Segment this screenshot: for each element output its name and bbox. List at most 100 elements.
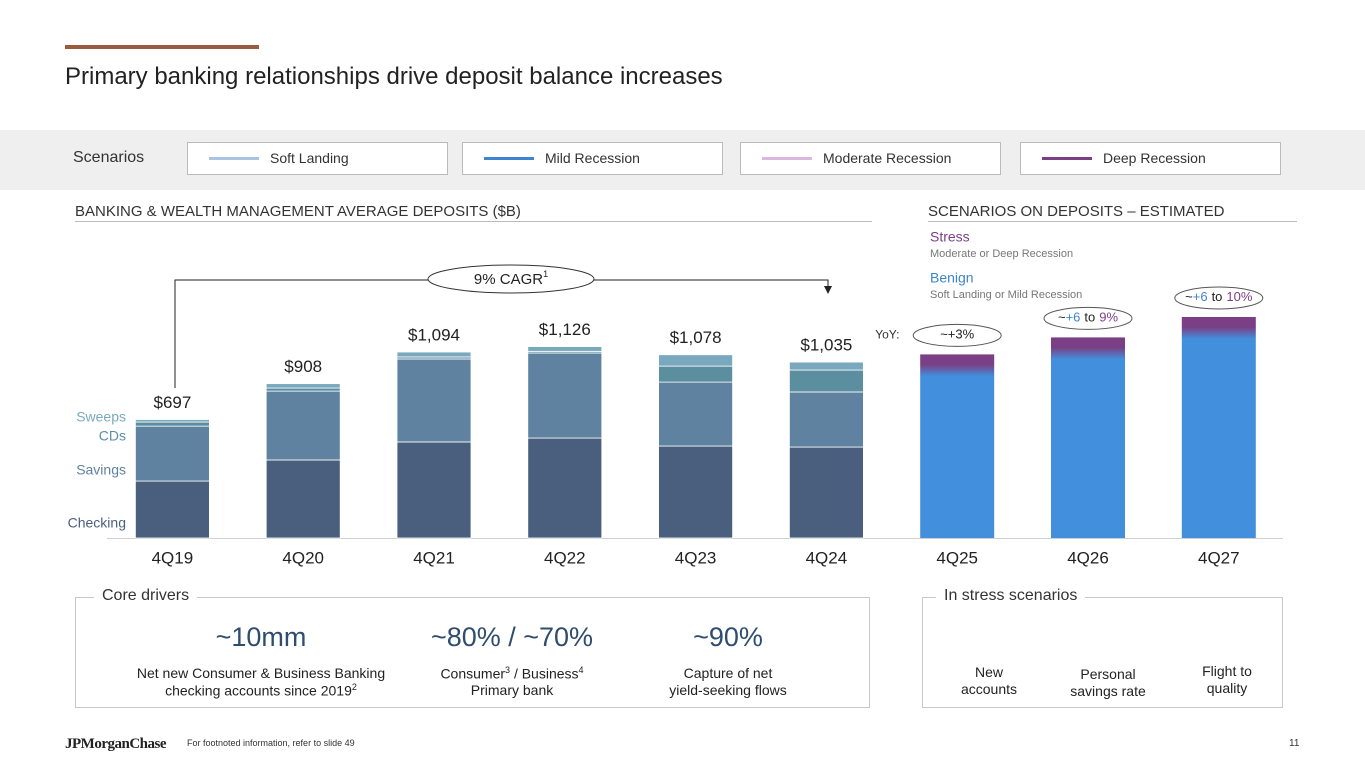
yoy-part: ~+3% [940,327,974,342]
legend-label: Soft Landing [270,150,349,166]
accent-bar [65,45,259,49]
total-label: $697 [153,393,191,412]
key-description: Soft Landing or Mild Recession [930,289,1082,301]
core-drivers-box [75,597,870,708]
cagr-ellipse [427,264,595,294]
x-tick-label: 4Q21 [413,548,455,567]
driver-text: checking accounts since 20192 [165,682,357,699]
yoy-part: to [1212,289,1223,304]
yoy-part: to [1084,310,1095,325]
yoy-part: +6 [1193,289,1208,304]
stress-label: savings rate [1070,683,1146,699]
projection-bar [1181,317,1256,538]
bar-segment [658,365,733,383]
yoy-label: ~+6 to 10% [1185,289,1253,304]
projection-bar [1051,337,1125,538]
text-run: yield-seeking flows [669,682,787,698]
cagr-arrow [824,286,832,294]
footnote: For footnoted information, refer to slid… [187,738,355,748]
yoy-label: ~+3% [940,327,974,342]
bar-segment [265,387,341,392]
series-label: Sweeps [76,409,126,425]
bar-segment [396,441,472,539]
stress-box [922,597,1283,708]
text-run: Net new Consumer & Business Banking [136,665,386,681]
box-title: Core drivers [94,587,198,605]
yoy-part: 9% [1099,310,1118,325]
logo: JPMorganChase [65,736,167,752]
driver-text: Capture of net [684,665,773,681]
slide-title: Primary banking relationships drive depo… [65,63,723,90]
legend-swatch [762,157,812,160]
yoy-prefix: YoY: [875,328,899,342]
total-label: $908 [284,357,322,376]
cagr-sup: 1 [543,269,548,279]
stress-label: New [974,664,1004,680]
bar-segment [134,419,210,423]
total-label: $1,035 [800,336,852,355]
box-title: In stress scenarios [936,587,1086,605]
driver-text: yield-seeking flows [669,682,787,698]
bar-segment [265,459,341,539]
yoy-ellipse [912,323,1002,347]
legend-swatch [484,157,534,160]
legend-swatch [209,157,259,160]
bar-segment [396,351,472,358]
driver-value: ~10mm [215,622,307,652]
series-label: CDs [99,428,126,444]
footnote-ref: 4 [578,665,584,675]
text-run: Capture of net [683,665,773,681]
series-label: Checking [68,515,126,531]
total-label: $1,126 [539,320,591,339]
stress-label: Flight to [1202,663,1252,679]
x-tick-label: 4Q24 [806,548,848,567]
scenario-label: Scenarios [73,149,145,166]
bar-segment [527,437,603,539]
driver-value: ~80% / ~70% [430,622,594,652]
scenario-item: Deep Recession [1020,142,1281,175]
bar-segment [658,445,733,539]
bar-segment [134,480,210,539]
bar-segment [658,354,733,367]
page-number: 11 [1289,738,1300,749]
bar-segment [134,425,210,482]
bar-segment [396,358,472,443]
total-label: $1,094 [408,326,460,345]
text-run: / Business [510,665,579,682]
series-label: Savings [76,462,126,478]
bar-segment [265,390,341,461]
stress-label: accounts [960,681,1018,697]
text-run: Primary bank [470,682,554,698]
driver-text: Net new Consumer & Business Banking [137,665,385,681]
x-tick-label: 4Q23 [675,548,717,567]
text-run: Consumer [440,665,506,682]
driver-value: ~90% [693,622,763,652]
yoy-part: ~ [1185,289,1193,304]
cagr-label: 9% CAGR1 [474,269,548,288]
bar-segment [527,346,603,352]
yoy-part: 10% [1226,289,1252,304]
legend-label: Moderate Recession [823,150,952,166]
stress-label: quality [1206,680,1248,696]
driver-text: Consumer3 / Business4 [440,665,583,682]
projection-bar [920,354,995,538]
x-tick-label: 4Q25 [936,548,978,567]
x-tick-label: 4Q27 [1198,548,1240,567]
footnote-ref: 3 [505,665,511,675]
yoy-ellipse [1043,306,1133,330]
cagr-text: 9% CAGR [474,271,543,288]
bar-segment [134,421,210,427]
scenario-item: Mild Recession [462,142,723,175]
x-tick-label: 4Q20 [282,548,324,567]
bar-segment [789,361,864,371]
text-run: checking accounts since 2019 [165,682,352,699]
legend-label: Mild Recession [545,150,640,166]
key-description: Moderate or Deep Recession [930,248,1073,260]
yoy-ellipse [1174,286,1264,310]
bar-segment [658,381,733,447]
driver-text: Primary bank [471,682,553,698]
bar-segment [789,391,864,448]
stress-label: Personal [1080,666,1136,682]
